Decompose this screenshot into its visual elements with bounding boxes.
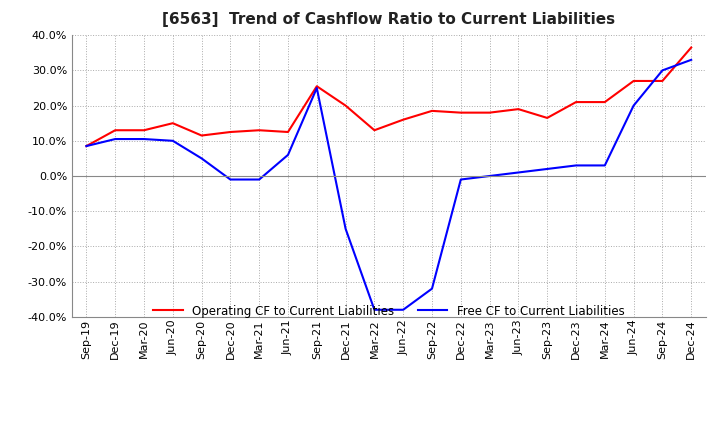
Free CF to Current Liabilities bbox=[226, 177, 235, 182]
Free CF to Current Liabilities bbox=[514, 170, 523, 175]
Free CF to Current Liabilities bbox=[600, 163, 609, 168]
Free CF to Current Liabilities bbox=[82, 143, 91, 149]
Free CF to Current Liabilities bbox=[485, 173, 494, 179]
Operating CF to Current Liabilities bbox=[629, 78, 638, 84]
Free CF to Current Liabilities bbox=[255, 177, 264, 182]
Free CF to Current Liabilities bbox=[572, 163, 580, 168]
Operating CF to Current Liabilities bbox=[428, 108, 436, 114]
Operating CF to Current Liabilities bbox=[687, 45, 696, 50]
Free CF to Current Liabilities bbox=[197, 156, 206, 161]
Operating CF to Current Liabilities bbox=[485, 110, 494, 115]
Free CF to Current Liabilities bbox=[140, 136, 148, 142]
Line: Free CF to Current Liabilities: Free CF to Current Liabilities bbox=[86, 60, 691, 310]
Operating CF to Current Liabilities bbox=[341, 103, 350, 108]
Operating CF to Current Liabilities bbox=[456, 110, 465, 115]
Free CF to Current Liabilities bbox=[399, 307, 408, 312]
Free CF to Current Liabilities bbox=[341, 226, 350, 231]
Operating CF to Current Liabilities bbox=[111, 128, 120, 133]
Operating CF to Current Liabilities bbox=[140, 128, 148, 133]
Operating CF to Current Liabilities bbox=[82, 143, 91, 149]
Free CF to Current Liabilities bbox=[456, 177, 465, 182]
Line: Operating CF to Current Liabilities: Operating CF to Current Liabilities bbox=[86, 48, 691, 146]
Operating CF to Current Liabilities bbox=[226, 129, 235, 135]
Operating CF to Current Liabilities bbox=[543, 115, 552, 121]
Operating CF to Current Liabilities bbox=[572, 99, 580, 105]
Free CF to Current Liabilities bbox=[312, 85, 321, 91]
Free CF to Current Liabilities bbox=[658, 68, 667, 73]
Free CF to Current Liabilities bbox=[168, 138, 177, 143]
Legend: Operating CF to Current Liabilities, Free CF to Current Liabilities: Operating CF to Current Liabilities, Fre… bbox=[148, 300, 629, 323]
Operating CF to Current Liabilities bbox=[514, 106, 523, 112]
Free CF to Current Liabilities bbox=[370, 307, 379, 312]
Free CF to Current Liabilities bbox=[687, 57, 696, 62]
Operating CF to Current Liabilities bbox=[399, 117, 408, 122]
Operating CF to Current Liabilities bbox=[600, 99, 609, 105]
Free CF to Current Liabilities bbox=[543, 166, 552, 172]
Operating CF to Current Liabilities bbox=[370, 128, 379, 133]
Free CF to Current Liabilities bbox=[629, 103, 638, 108]
Free CF to Current Liabilities bbox=[428, 286, 436, 291]
Operating CF to Current Liabilities bbox=[284, 129, 292, 135]
Free CF to Current Liabilities bbox=[284, 152, 292, 158]
Operating CF to Current Liabilities bbox=[255, 128, 264, 133]
Title: [6563]  Trend of Cashflow Ratio to Current Liabilities: [6563] Trend of Cashflow Ratio to Curren… bbox=[162, 12, 616, 27]
Free CF to Current Liabilities bbox=[111, 136, 120, 142]
Operating CF to Current Liabilities bbox=[168, 121, 177, 126]
Operating CF to Current Liabilities bbox=[197, 133, 206, 138]
Operating CF to Current Liabilities bbox=[312, 84, 321, 89]
Operating CF to Current Liabilities bbox=[658, 78, 667, 84]
